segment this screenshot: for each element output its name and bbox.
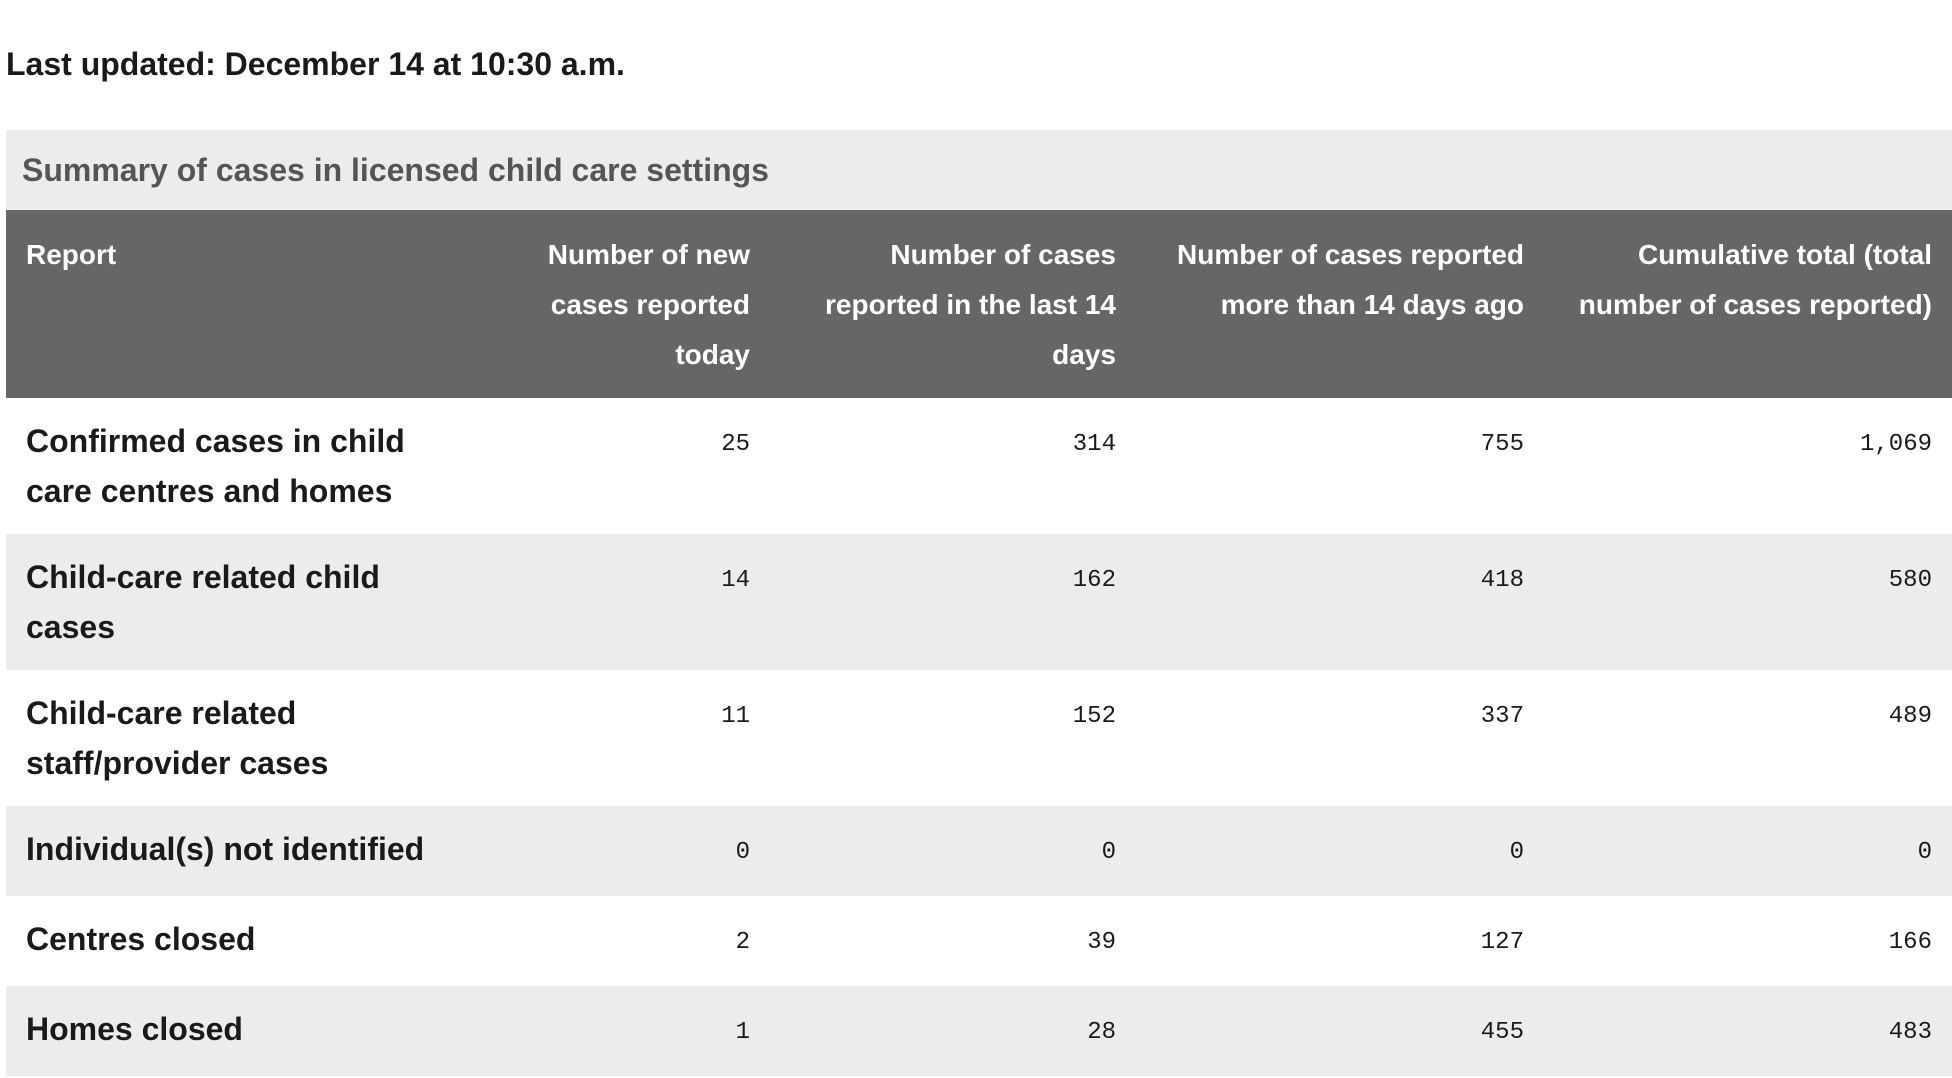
row-label: Individual(s) not identified — [6, 806, 506, 896]
cell-more-than-14-days: 127 — [1136, 896, 1544, 986]
cell-cumulative-total: 580 — [1544, 534, 1952, 670]
table-row: Homes closed 1 28 455 483 — [6, 986, 1952, 1076]
table-row: Individual(s) not identified 0 0 0 0 — [6, 806, 1952, 896]
cell-last-14-days: 162 — [770, 534, 1136, 670]
header-last-14-days: Number of cases reported in the last 14 … — [770, 210, 1136, 398]
cell-cumulative-total: 489 — [1544, 670, 1952, 806]
cases-summary-table: Summary of cases in licensed child care … — [6, 130, 1952, 1076]
row-label: Centres closed — [6, 896, 506, 986]
header-new-today: Number of new cases reported today — [506, 210, 770, 398]
table-row: Child-care related child cases 14 162 41… — [6, 534, 1952, 670]
cell-last-14-days: 28 — [770, 986, 1136, 1076]
table-caption: Summary of cases in licensed child care … — [6, 130, 1952, 210]
cell-more-than-14-days: 337 — [1136, 670, 1544, 806]
header-cumulative-total: Cumulative total (total number of cases … — [1544, 210, 1952, 398]
table-row: Child-care related staff/provider cases … — [6, 670, 1952, 806]
cell-new-today: 1 — [506, 986, 770, 1076]
cell-last-14-days: 314 — [770, 398, 1136, 534]
cell-new-today: 14 — [506, 534, 770, 670]
cell-new-today: 2 — [506, 896, 770, 986]
row-label: Homes closed — [6, 986, 506, 1076]
header-report: Report — [6, 210, 506, 398]
header-more-than-14-days: Number of cases reported more than 14 da… — [1136, 210, 1544, 398]
cell-new-today: 0 — [506, 806, 770, 896]
table-row: Confirmed cases in child care centres an… — [6, 398, 1952, 534]
cell-new-today: 25 — [506, 398, 770, 534]
row-label: Confirmed cases in child care centres an… — [6, 398, 506, 534]
cell-cumulative-total: 1,069 — [1544, 398, 1952, 534]
header-row: Report Number of new cases reported toda… — [6, 210, 1952, 398]
cell-cumulative-total: 483 — [1544, 986, 1952, 1076]
table-row: Centres closed 2 39 127 166 — [6, 896, 1952, 986]
cell-cumulative-total: 166 — [1544, 896, 1952, 986]
cell-last-14-days: 0 — [770, 806, 1136, 896]
cell-last-14-days: 39 — [770, 896, 1136, 986]
cell-new-today: 11 — [506, 670, 770, 806]
row-label: Child-care related child cases — [6, 534, 506, 670]
cell-last-14-days: 152 — [770, 670, 1136, 806]
cell-more-than-14-days: 418 — [1136, 534, 1544, 670]
cell-more-than-14-days: 0 — [1136, 806, 1544, 896]
cell-cumulative-total: 0 — [1544, 806, 1952, 896]
summary-table: Report Number of new cases reported toda… — [6, 210, 1952, 1076]
last-updated-text: Last updated: December 14 at 10:30 a.m. — [6, 46, 625, 82]
cell-more-than-14-days: 755 — [1136, 398, 1544, 534]
row-label: Child-care related staff/provider cases — [6, 670, 506, 806]
cell-more-than-14-days: 455 — [1136, 986, 1544, 1076]
